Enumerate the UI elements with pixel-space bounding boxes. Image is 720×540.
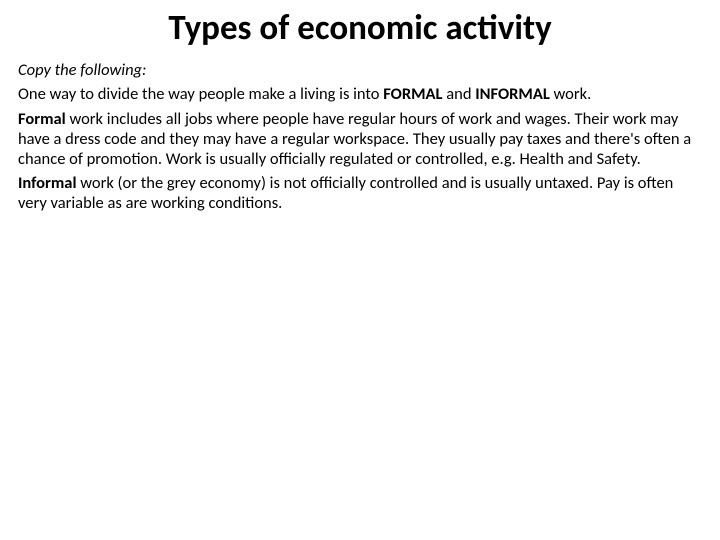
text-run: work. bbox=[550, 84, 592, 104]
paragraph-formal: Formal work includes all jobs where peop… bbox=[18, 109, 702, 169]
paragraph-informal: Informal work (or the grey economy) is n… bbox=[18, 173, 702, 213]
term-informal: INFORMAL bbox=[475, 84, 550, 104]
lead-instruction: Copy the following: bbox=[18, 60, 702, 80]
page-title: Types of economic activity bbox=[18, 8, 702, 48]
text-run: and bbox=[443, 84, 476, 104]
text-run: One way to divide the way people make a … bbox=[18, 84, 383, 104]
text-run: work (or the grey economy) is not offici… bbox=[18, 173, 673, 213]
paragraph-intro: One way to divide the way people make a … bbox=[18, 84, 702, 104]
text-run: work includes all jobs where people have… bbox=[18, 109, 691, 169]
term-formal-lead: Formal bbox=[18, 109, 66, 129]
term-informal-lead: Informal bbox=[18, 173, 77, 193]
term-formal: FORMAL bbox=[383, 84, 442, 104]
